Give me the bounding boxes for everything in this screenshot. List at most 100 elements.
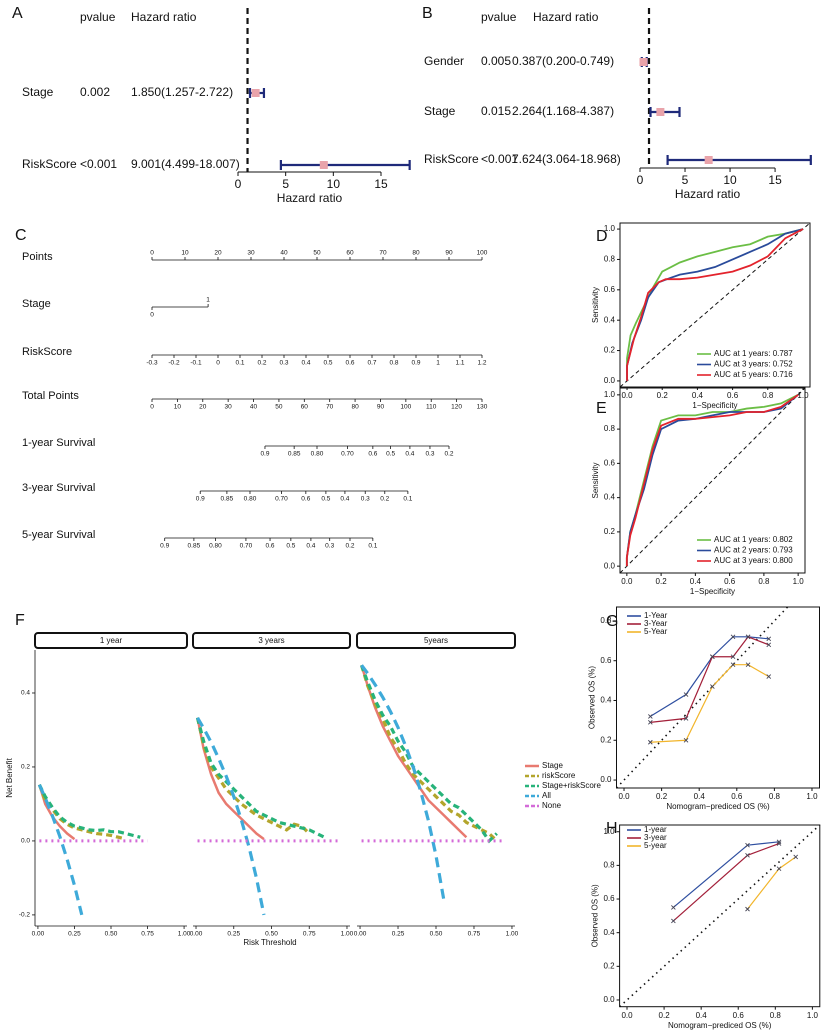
p-value: <0.001 <box>481 152 518 166</box>
row-label: 3-year Survival <box>22 482 95 494</box>
scale-tick-label: 10 <box>181 250 189 257</box>
row-label: Points <box>22 251 53 263</box>
panel-letter: D <box>596 228 608 245</box>
scale-tick-label: 0.4 <box>405 451 414 458</box>
x-tick-label: 0.8 <box>770 1011 782 1020</box>
plot-frame <box>619 222 811 388</box>
row-label: 5-year Survival <box>22 529 95 541</box>
scale-tick-label: -0.1 <box>190 360 202 367</box>
point-marker <box>671 918 676 924</box>
x-tick-label: 0.2 <box>657 391 669 400</box>
scale-tick-label: 100 <box>400 404 411 411</box>
scale-tick-label: 0.4 <box>306 543 315 550</box>
scale-tick-label: 0.5 <box>321 496 330 503</box>
x-tick-label: 0.75 <box>468 931 481 938</box>
x-axis-title: Hazard ratio <box>277 191 343 205</box>
series-line <box>626 228 804 381</box>
legend-label: 1-year <box>644 825 667 834</box>
point-marker <box>776 841 782 846</box>
point-marker <box>730 662 736 667</box>
x-tick-label: 1.0 <box>797 391 809 400</box>
x-axis-title: Nomogram−prediced OS (%) <box>668 1021 772 1030</box>
y-tick-label: 0.2 <box>600 735 612 744</box>
x-tick-label: 0.50 <box>105 931 118 938</box>
y-tick-label: 0.2 <box>603 961 615 970</box>
y-tick-label: 0.0 <box>604 561 616 570</box>
scale-tick-label: 0.80 <box>209 543 222 550</box>
x-tick-label: 0.4 <box>692 391 704 400</box>
scale-tick-label: 0.3 <box>279 360 288 367</box>
scale-tick-label: 0.2 <box>257 360 266 367</box>
legend-label: 3-year <box>644 833 667 842</box>
net-benefit-curve <box>37 784 127 841</box>
scale-tick-label: 0.9 <box>160 543 169 550</box>
y-axis-title: Observed OS (%) <box>591 884 600 947</box>
x-tick-label: 0.25 <box>68 931 81 938</box>
scale-tick-label: 0.8 <box>389 360 398 367</box>
scale-tick-label: 0.6 <box>301 496 310 503</box>
row-label: RiskScore <box>22 346 72 358</box>
x-tick-label: 0.4 <box>696 1011 708 1020</box>
p-value: 0.005 <box>481 54 511 68</box>
scale-tick-label: -0.2 <box>168 360 180 367</box>
legend-label: AUC at 3 years: 0.800 <box>714 556 793 565</box>
point-marker <box>648 739 653 745</box>
scale-tick-label: 90 <box>377 404 385 411</box>
point-marker <box>730 654 736 660</box>
point-marker <box>793 854 799 860</box>
panel-letter: C <box>15 227 27 244</box>
legend-label: AUC at 1 years: 0.802 <box>714 535 793 544</box>
reference-diagonal <box>619 824 821 1008</box>
scale-tick-label: 40 <box>280 250 288 257</box>
scale-tick-label: 30 <box>225 404 233 411</box>
point-marker <box>745 852 750 858</box>
legend-label: None <box>542 801 562 810</box>
net-benefit-curve <box>195 717 326 839</box>
y-tick-label: 0.4 <box>21 690 30 697</box>
scale-tick-label: 90 <box>445 250 453 257</box>
y-tick-label: 0.6 <box>603 894 615 903</box>
x-tick-label: 0.6 <box>727 391 739 400</box>
facet-strip <box>192 632 351 649</box>
x-tick-label: 0.50 <box>265 931 278 938</box>
y-tick-label: 0.8 <box>604 424 616 433</box>
scale-tick-label: 0.3 <box>325 543 334 550</box>
point-marker <box>766 674 772 679</box>
point-marker <box>648 720 653 725</box>
scale-tick-label: 70 <box>379 250 387 257</box>
legend-label: 5-year <box>644 841 667 850</box>
scale-tick-label: 0.9 <box>196 496 205 503</box>
scale-tick-label: 0.2 <box>444 451 453 458</box>
x-tick-label: 0.0 <box>618 792 630 801</box>
point-marker <box>710 654 715 660</box>
x-tick-label: 0.6 <box>731 792 743 801</box>
point-marker <box>683 716 689 721</box>
facet-title: 1 year <box>100 636 123 645</box>
x-tick-label: 0.0 <box>621 391 633 400</box>
y-tick-label: 0.6 <box>604 458 616 467</box>
x-tick-label: 0.8 <box>762 391 774 400</box>
x-tick-label: 0.8 <box>758 577 770 586</box>
scale-tick-label: 0.2 <box>380 496 389 503</box>
point-marker <box>745 906 750 912</box>
x-tick-label: 0.75 <box>303 931 316 938</box>
scale-tick-label: 20 <box>214 250 222 257</box>
scale-tick-label: 60 <box>301 404 309 411</box>
x-tick-label: 1.0 <box>793 577 805 586</box>
scale-tick-label: 10 <box>174 404 182 411</box>
scale-tick-label: 130 <box>477 404 488 411</box>
y-tick-label: 0.0 <box>600 775 612 784</box>
x-axis-title: Hazard ratio <box>675 187 741 201</box>
x-tick-label: 0.8 <box>769 792 781 801</box>
x-axis-title: Risk Threshold <box>243 938 296 947</box>
panel-letter: F <box>15 612 25 629</box>
plot-frame <box>619 387 806 574</box>
point-marker <box>776 866 782 872</box>
y-tick-label: 0.8 <box>603 860 615 869</box>
y-tick-label: 0.0 <box>604 376 616 385</box>
scale-tick-label: 80 <box>412 250 420 257</box>
x-tick-label: 0.4 <box>694 792 706 801</box>
p-value: 0.002 <box>80 85 110 99</box>
x-tick-label: 0.25 <box>227 931 240 938</box>
hazard-ratio-marker <box>319 161 328 169</box>
